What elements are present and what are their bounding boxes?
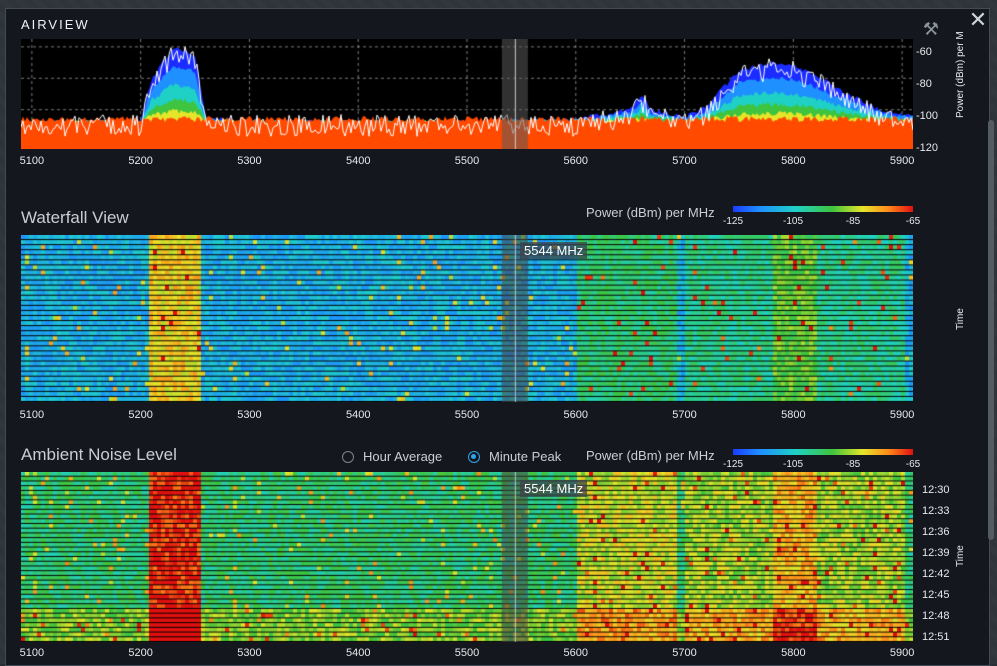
frequency-tick: 5800 — [781, 409, 806, 421]
time-tick: 12:45 — [922, 589, 950, 601]
frequency-tick: 5300 — [237, 409, 262, 421]
waterfall-color-tick: -85 — [845, 216, 861, 227]
modal-title: AIRVIEW — [21, 17, 90, 32]
time-tick: 12:48 — [922, 610, 950, 622]
time-tick: 12:42 — [922, 568, 950, 580]
ambient-time-label: Time — [955, 545, 966, 567]
time-tick: 12:33 — [922, 505, 950, 517]
frequency-tick: 5700 — [672, 155, 697, 167]
frequency-tick: 5500 — [454, 409, 480, 421]
frequency-tick: 5500 — [454, 155, 480, 167]
frequency-tick: 5300 — [237, 647, 262, 659]
ambient-frequency-marker: 5544 MHz — [520, 480, 588, 497]
waterfall-color-tick: -105 — [782, 216, 804, 227]
frequency-tick: 5600 — [563, 409, 589, 421]
ambient-title: Ambient Noise Level — [21, 445, 177, 464]
spectrum-y-tick: -100 — [916, 110, 939, 122]
spectrum-chart[interactable] — [21, 39, 913, 149]
waterfall-frequency-marker: 5544 MHz — [520, 242, 588, 259]
frequency-tick: 5900 — [889, 409, 915, 421]
frequency-axis-ambient: 5100 5200 5300 5400 5500 5600 5700 5800 5900 — [19, 647, 915, 661]
hour-average-radio[interactable]: Hour Average — [342, 449, 442, 464]
frequency-tick: 5800 — [781, 647, 806, 659]
frequency-tick: 5400 — [345, 409, 371, 421]
time-tick: 12:51 — [922, 631, 950, 643]
frequency-tick: 5900 — [889, 647, 915, 659]
ambient-color-tick: -65 — [905, 459, 921, 470]
waterfall-color-tick: -65 — [905, 216, 921, 227]
spectrum-y-label: Power (dBm) per M — [955, 31, 966, 118]
spectrum-y-tick: -60 — [916, 46, 932, 58]
frequency-tick: 5200 — [128, 409, 153, 421]
spectrum-y-tick: -120 — [916, 142, 939, 154]
waterfall-chart[interactable] — [21, 235, 913, 402]
spectrum-plot — [21, 39, 913, 149]
waterfall-color-scale — [733, 206, 913, 212]
frequency-tick: 5400 — [345, 155, 371, 167]
waterfall-time-label: Time — [955, 308, 966, 330]
ambient-color-tick: -85 — [845, 459, 861, 470]
close-button[interactable]: ✕ — [966, 8, 990, 32]
frequency-tick: 5200 — [128, 647, 153, 659]
close-icon: ✕ — [968, 7, 988, 32]
frequency-tick: 5700 — [672, 409, 697, 421]
frequency-tick: 5800 — [781, 155, 806, 167]
radio-selected-icon — [468, 450, 480, 463]
time-tick: 12:39 — [922, 547, 950, 559]
time-tick: 12:36 — [922, 526, 950, 538]
frequency-tick: 5600 — [563, 647, 589, 659]
frequency-tick: 5100 — [19, 155, 45, 167]
minute-peak-radio[interactable]: Minute Peak — [468, 449, 561, 464]
frequency-axis-waterfall: 5100 5200 5300 5400 5500 5600 5700 5800 5900 — [19, 409, 915, 423]
wrench-screwdriver-icon[interactable]: ⚒ — [922, 19, 940, 39]
waterfall-legend-title: Power (dBm) per MHz — [586, 205, 715, 220]
spectrum-y-tick: -80 — [916, 78, 932, 90]
waterfall-color-tick: -125 — [722, 216, 744, 227]
radio-circle-icon — [342, 450, 354, 463]
frequency-tick: 5700 — [672, 647, 697, 659]
ambient-color-scale — [733, 449, 913, 455]
ambient-color-tick: -105 — [782, 459, 804, 470]
waterfall-heatmap — [21, 235, 913, 402]
scrollbar[interactable] — [988, 120, 994, 540]
frequency-tick: 5500 — [454, 647, 480, 659]
frequency-tick: 5100 — [19, 647, 45, 659]
frequency-tick: 5400 — [345, 647, 371, 659]
frequency-tick: 5200 — [128, 155, 153, 167]
ambient-legend-title: Power (dBm) per MHz — [586, 448, 715, 463]
minute-peak-label: Minute Peak — [489, 449, 562, 464]
waterfall-title: Waterfall View — [21, 208, 129, 227]
time-tick: 12:30 — [922, 484, 950, 496]
ambient-noise-chart[interactable] — [21, 472, 913, 642]
ambient-noise-heatmap — [21, 472, 913, 642]
ambient-color-tick: -125 — [722, 459, 744, 470]
frequency-tick: 5300 — [237, 155, 262, 167]
modal-titlebar: AIRVIEW — [5, 8, 988, 38]
hour-average-label: Hour Average — [363, 449, 443, 464]
frequency-tick: 5600 — [563, 155, 589, 167]
frequency-tick: 5100 — [19, 409, 45, 421]
frequency-axis-spectrum: 5100 5200 5300 5400 5500 5600 5700 5800 5900 — [19, 155, 915, 169]
frequency-tick: 5900 — [889, 155, 915, 167]
